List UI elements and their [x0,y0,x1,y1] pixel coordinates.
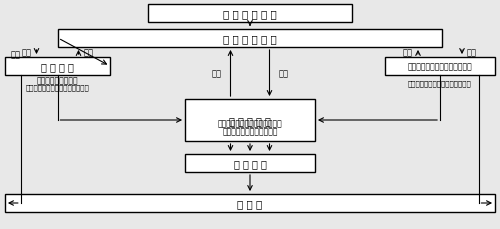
Text: （生産行程管理者）: （生産行程管理者） [36,76,78,85]
Text: 包装にＪＡＳマークを貼付: 包装にＪＡＳマークを貼付 [222,127,278,136]
Text: 農 林 水 産 大 臣: 農 林 水 産 大 臣 [223,9,277,19]
Text: 認定: 認定 [11,50,21,59]
Text: 認定: 認定 [22,48,32,57]
Text: 申請: 申請 [84,48,94,57]
Text: 認定: 認定 [278,69,288,78]
Text: 認定を受けて小分けの後の容器: 認定を受けて小分けの後の容器 [218,119,282,128]
Text: 登 録 認 定 機 関: 登 録 認 定 機 関 [223,34,277,44]
Bar [5,194,495,212]
Bar [185,154,315,172]
Text: 認定: 認定 [467,48,477,57]
Text: 生 産 農 家: 生 産 農 家 [41,62,74,72]
Text: 申請: 申請 [403,48,413,57]
Bar [58,30,442,48]
Text: 認定を受けてＪＡＳマークを貼付: 認定を受けてＪＡＳマークを貼付 [26,84,90,91]
Text: 小 分 け 業 者: 小 分 け 業 者 [229,115,271,125]
Text: 小 売 業 者: 小 売 業 者 [234,158,266,168]
Text: 消 費 者: 消 費 者 [238,198,262,208]
Bar [185,100,315,141]
Text: 認定を受けてＪＡＳマークを貼付: 認定を受けてＪＡＳマークを貼付 [408,80,472,87]
Text: 有機加工食品の生産工程管理者: 有機加工食品の生産工程管理者 [408,62,472,71]
Bar [385,58,495,76]
Bar [148,5,352,23]
Text: 申請: 申請 [212,69,222,78]
Bar [5,58,110,76]
